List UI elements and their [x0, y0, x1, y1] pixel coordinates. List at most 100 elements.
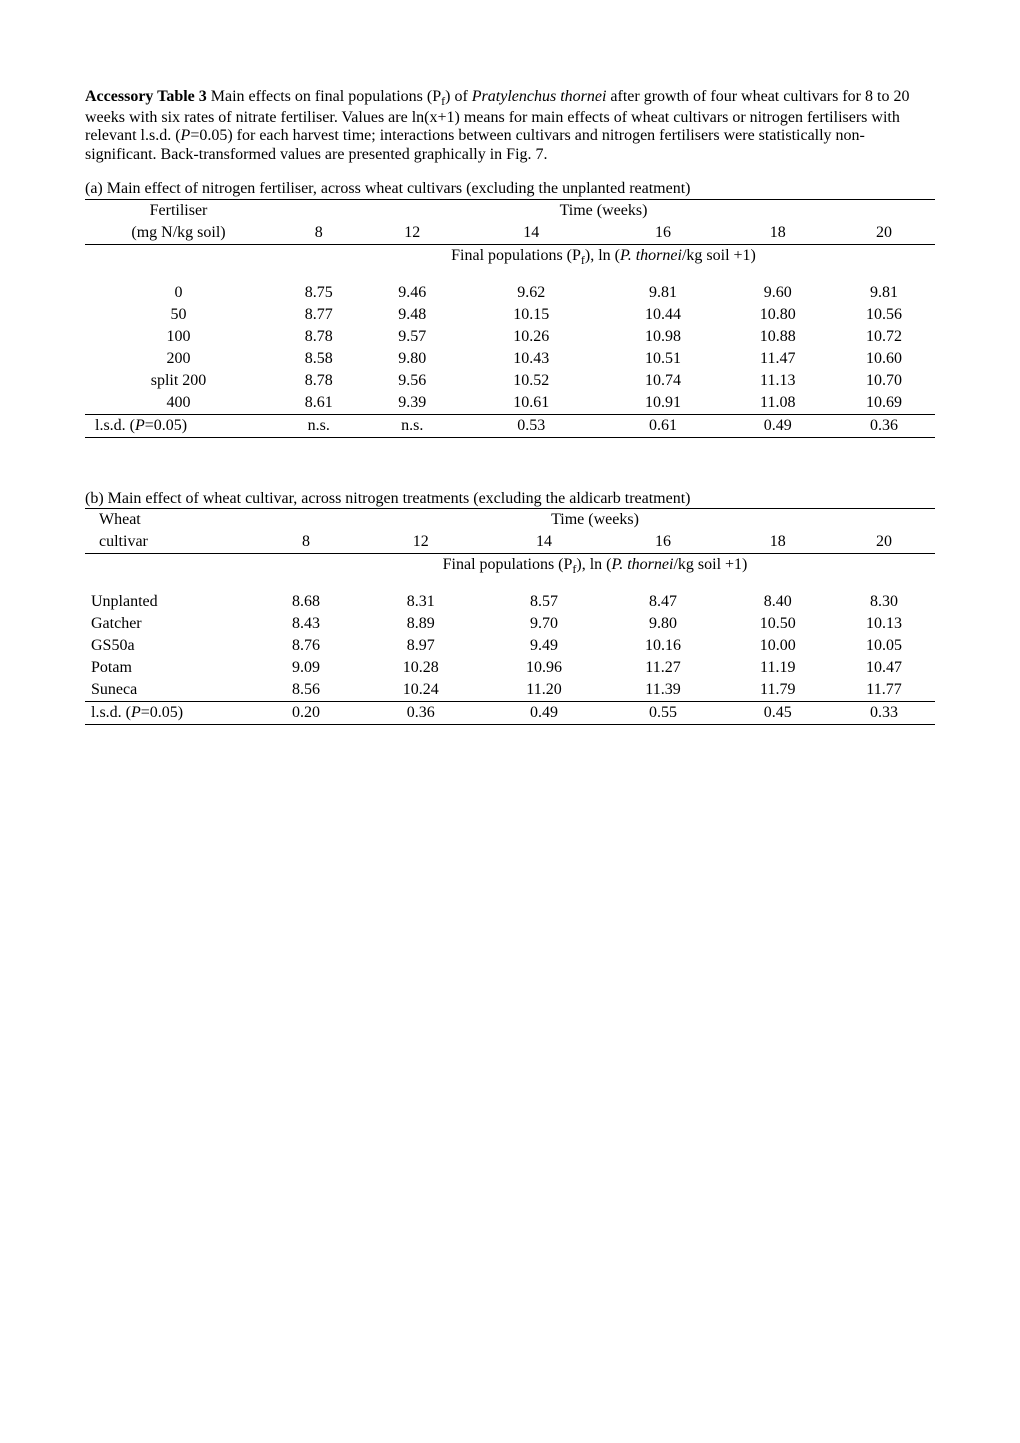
wheat-header: Wheat [85, 509, 255, 532]
cell: 10.52 [459, 370, 604, 392]
cell: 8.76 [255, 635, 357, 657]
table-row: 100 8.78 9.57 10.26 10.98 10.88 10.72 [85, 326, 935, 348]
cell: 0.45 [723, 702, 834, 725]
cell: 10.72 [833, 326, 935, 348]
cell: 11.39 [604, 679, 723, 702]
cell: 10.44 [604, 304, 723, 326]
cell: 8.75 [272, 282, 366, 304]
subcaption-italic: P. thornei [612, 556, 674, 573]
cell: 8.43 [255, 613, 357, 635]
lsd-post: =0.05) [145, 417, 187, 434]
lsd-p: P [135, 417, 145, 434]
lsd-pre: l.s.d. ( [91, 704, 131, 721]
table-row: 0 8.75 9.46 9.62 9.81 9.60 9.81 [85, 282, 935, 304]
row-label: 0 [85, 282, 272, 304]
cell: 9.39 [366, 392, 460, 415]
subcaption-pre: Final populations (P [443, 556, 573, 573]
cell: 8.78 [272, 326, 366, 348]
cell: 10.70 [833, 370, 935, 392]
cell: 8.40 [723, 591, 834, 613]
col-18: 18 [723, 531, 834, 554]
table-row: l.s.d. (P=0.05) n.s. n.s. 0.53 0.61 0.49… [85, 414, 935, 437]
cell: 10.74 [604, 370, 723, 392]
table-row: Unplanted 8.68 8.31 8.57 8.47 8.40 8.30 [85, 591, 935, 613]
intro-text-1: Main effects on final populations ( [207, 88, 432, 105]
col-20: 20 [833, 531, 935, 554]
row-label: GS50a [85, 635, 255, 657]
p-italic: P [181, 127, 191, 144]
cell: n.s. [272, 414, 366, 437]
cell: 10.88 [723, 326, 834, 348]
subcaption-italic: P. thornei [620, 247, 682, 264]
cell: 8.47 [604, 591, 723, 613]
subcaption-post: /kg soil +1) [682, 247, 756, 264]
cell: 0.36 [357, 702, 485, 725]
cell: 10.16 [604, 635, 723, 657]
table-row: l.s.d. (P=0.05) 0.20 0.36 0.49 0.55 0.45… [85, 702, 935, 725]
table-row: Final populations (Pf), ln (P. thornei/k… [85, 554, 935, 580]
cell: 10.61 [459, 392, 604, 415]
row-label: Gatcher [85, 613, 255, 635]
row-label: Unplanted [85, 591, 255, 613]
cell: n.s. [366, 414, 460, 437]
cell: 9.46 [366, 282, 460, 304]
table-row: 200 8.58 9.80 10.43 10.51 11.47 10.60 [85, 348, 935, 370]
cell: 8.56 [255, 679, 357, 702]
fertiliser-unit-header: (mg N/kg soil) [85, 222, 272, 245]
cell: 8.78 [272, 370, 366, 392]
subcaption: Final populations (Pf), ln (P. thornei/k… [272, 244, 935, 270]
subcaption-post: /kg soil +1) [673, 556, 747, 573]
cell: 10.50 [723, 613, 834, 635]
cell: 10.98 [604, 326, 723, 348]
table-row: Potam 9.09 10.28 10.96 11.27 11.19 10.47 [85, 657, 935, 679]
cell: 8.30 [833, 591, 935, 613]
cell: 9.57 [366, 326, 460, 348]
lsd-label: l.s.d. (P=0.05) [85, 414, 272, 437]
cell: 10.43 [459, 348, 604, 370]
cell: 9.81 [604, 282, 723, 304]
cell: 10.60 [833, 348, 935, 370]
cell: 8.58 [272, 348, 366, 370]
lsd-p: P [131, 704, 141, 721]
table-row [85, 579, 935, 591]
lsd-pre: l.s.d. ( [95, 417, 135, 434]
cell: 10.51 [604, 348, 723, 370]
cell: 0.20 [255, 702, 357, 725]
cultivar-header: cultivar [85, 531, 255, 554]
cell: 11.47 [723, 348, 834, 370]
cell: 10.05 [833, 635, 935, 657]
intro-text-2: ) of [445, 88, 472, 105]
table-b: Wheat Time (weeks) cultivar 8 12 14 16 1… [85, 508, 935, 725]
cell: 11.27 [604, 657, 723, 679]
cell: 10.91 [604, 392, 723, 415]
lsd-label: l.s.d. (P=0.05) [85, 702, 255, 725]
col-12: 12 [366, 222, 460, 245]
page: Accessory Table 3 Main effects on final … [0, 0, 1020, 1443]
cell: 8.77 [272, 304, 366, 326]
cell: 11.20 [485, 679, 604, 702]
cell: 8.97 [357, 635, 485, 657]
cell: 9.56 [366, 370, 460, 392]
cell: 10.47 [833, 657, 935, 679]
table-row: split 200 8.78 9.56 10.52 10.74 11.13 10… [85, 370, 935, 392]
subcaption-pre: Final populations (P [451, 247, 581, 264]
subcaption-mid: ), ln ( [576, 556, 611, 573]
pf-symbol: P [432, 88, 441, 105]
table-row: 50 8.77 9.48 10.15 10.44 10.80 10.56 [85, 304, 935, 326]
table-row: cultivar 8 12 14 16 18 20 [85, 531, 935, 554]
cell: 11.77 [833, 679, 935, 702]
table-b-caption: (b) Main effect of wheat cultivar, acros… [85, 490, 935, 508]
cell: 8.31 [357, 591, 485, 613]
table-row: Fertiliser Time (weeks) [85, 199, 935, 222]
cell: 9.70 [485, 613, 604, 635]
table-row: Final populations (Pf), ln (P. thornei/k… [85, 244, 935, 270]
cell: 9.09 [255, 657, 357, 679]
table-row: Gatcher 8.43 8.89 9.70 9.80 10.50 10.13 [85, 613, 935, 635]
fertiliser-header: Fertiliser [85, 199, 272, 222]
cell: 9.80 [366, 348, 460, 370]
cell: 10.69 [833, 392, 935, 415]
cell: 0.53 [459, 414, 604, 437]
cell: 11.13 [723, 370, 834, 392]
table-row [85, 270, 935, 282]
row-label: 100 [85, 326, 272, 348]
